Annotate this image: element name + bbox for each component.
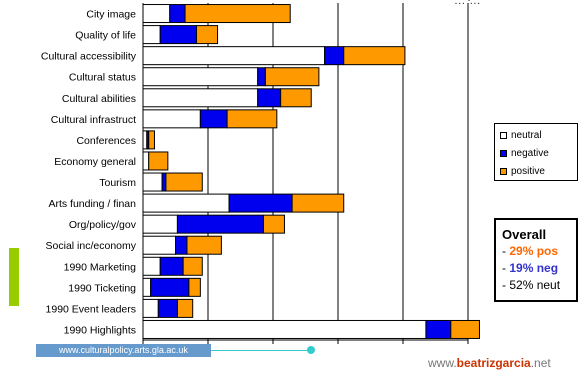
overall-negative-dash: - (502, 261, 506, 275)
bar-segment-neutral (142, 256, 161, 276)
bar-segment-negative (199, 109, 228, 129)
footer-site-name[interactable]: www.beatrizgarcia.net (428, 356, 551, 370)
category-label: Cultural infrastruct (51, 114, 136, 126)
bar-segment-neutral (142, 151, 150, 171)
bar-segment-neutral (142, 25, 161, 45)
legend-label-negative: negative (511, 147, 549, 159)
bar-segment-negative (159, 256, 184, 276)
category-label: 1990 Event leaders (46, 303, 136, 315)
overall-neutral-value: 52% neut (509, 278, 561, 292)
bar-segment-negative (176, 214, 264, 234)
overall-positive-dash: - (502, 244, 506, 258)
bar-segment-neutral (142, 319, 427, 339)
category-label: 1990 Highlights (64, 324, 136, 336)
category-label: 1990 Ticketing (68, 282, 136, 294)
bar-segment-positive (165, 172, 203, 192)
bar-segment-neutral (142, 4, 171, 24)
site-suffix: .net (530, 356, 551, 370)
overall-summary-box: Overall - 29% pos - 19% neg - 52% neut (494, 218, 578, 302)
category-label: Social inc/economy (46, 240, 137, 252)
category-label: Economy general (54, 156, 136, 168)
legend-swatch-positive (500, 167, 507, 175)
bar-segment-negative (169, 4, 186, 24)
bar-segment-neutral (142, 109, 201, 129)
bar-segment-positive (186, 235, 222, 255)
overall-neutral: - 52% neut (502, 277, 576, 294)
legend-swatch-neutral (500, 131, 507, 139)
bar-segment-positive (182, 256, 203, 276)
bar-segment-positive (226, 109, 278, 129)
category-label: Tourism (99, 177, 136, 189)
bar-segment-positive (176, 298, 194, 318)
bar-segment-neutral (142, 67, 259, 87)
bar-segment-neutral (142, 214, 178, 234)
bar-segment-positive (264, 67, 320, 87)
overall-title: Overall (502, 227, 547, 242)
bar-segment-negative (257, 88, 282, 108)
bar-segment-positive (280, 88, 312, 108)
legend-label-positive: positive (511, 165, 545, 177)
bar-segment-negative (425, 319, 452, 339)
bar-segment-neutral (142, 193, 230, 213)
bar-segment-positive (450, 319, 480, 339)
bar-segment-negative (175, 235, 188, 255)
bar-segment-negative (161, 172, 167, 192)
category-label: Conferences (76, 135, 136, 147)
overall-positive-value: 29% pos (509, 244, 559, 258)
category-label: Cultural abilities (62, 93, 136, 105)
category-label: Org/policy/gov (69, 219, 137, 231)
category-label: Cultural status (69, 72, 136, 84)
site-prefix: www. (428, 356, 457, 370)
bar-segment-positive (184, 4, 291, 24)
category-label: City image (86, 9, 136, 21)
bar-segment-neutral (142, 172, 163, 192)
bar-segment-neutral (142, 298, 159, 318)
site-brand: beatrizgarcia (456, 356, 531, 370)
chart-legend: neutral negative positive (494, 123, 578, 181)
bar-segment-neutral (142, 88, 259, 108)
bar-segment-negative (159, 25, 198, 45)
footer-connector-dot (307, 346, 315, 354)
footer-url-link[interactable]: www.culturalpolicy.arts.gla.ac.uk (36, 344, 211, 357)
bar-segment-negative (150, 277, 190, 297)
legend-item-neutral: neutral (500, 128, 542, 142)
legend-label-neutral: neutral (511, 129, 542, 141)
bar-segment-neutral (142, 277, 152, 297)
bar-segment-positive (262, 214, 285, 234)
overall-positive: - 29% pos (502, 243, 576, 260)
overall-negative-value: 19% neg (509, 261, 559, 275)
bar-segment-negative (257, 67, 266, 87)
category-label: Quality of life (75, 30, 136, 42)
legend-item-positive: positive (500, 164, 545, 178)
bar-segment-positive (343, 46, 406, 66)
category-label: 1990 Marketing (64, 261, 137, 273)
bar-segment-neutral (142, 130, 148, 150)
legend-item-negative: negative (500, 146, 549, 160)
category-label: Arts funding / finan (48, 198, 136, 210)
overall-negative: - 19% neg (502, 260, 576, 277)
legend-swatch-negative (500, 149, 507, 157)
footer-connector-line (211, 350, 311, 351)
bar-segment-negative (324, 46, 345, 66)
bar-segment-negative (157, 298, 178, 318)
bar-segment-positive (291, 193, 345, 213)
bar-segment-negative (228, 193, 293, 213)
decorative-green-bar (9, 248, 19, 306)
bar-segment-positive (148, 130, 155, 150)
bar-segment-neutral (142, 235, 176, 255)
bar-segment-positive (148, 151, 169, 171)
bar-segment-positive (196, 25, 219, 45)
bar-segment-neutral (142, 46, 326, 66)
category-label: Cultural accessibility (41, 51, 137, 63)
overall-neutral-dash: - (502, 278, 506, 292)
bar-segment-positive (188, 277, 201, 297)
